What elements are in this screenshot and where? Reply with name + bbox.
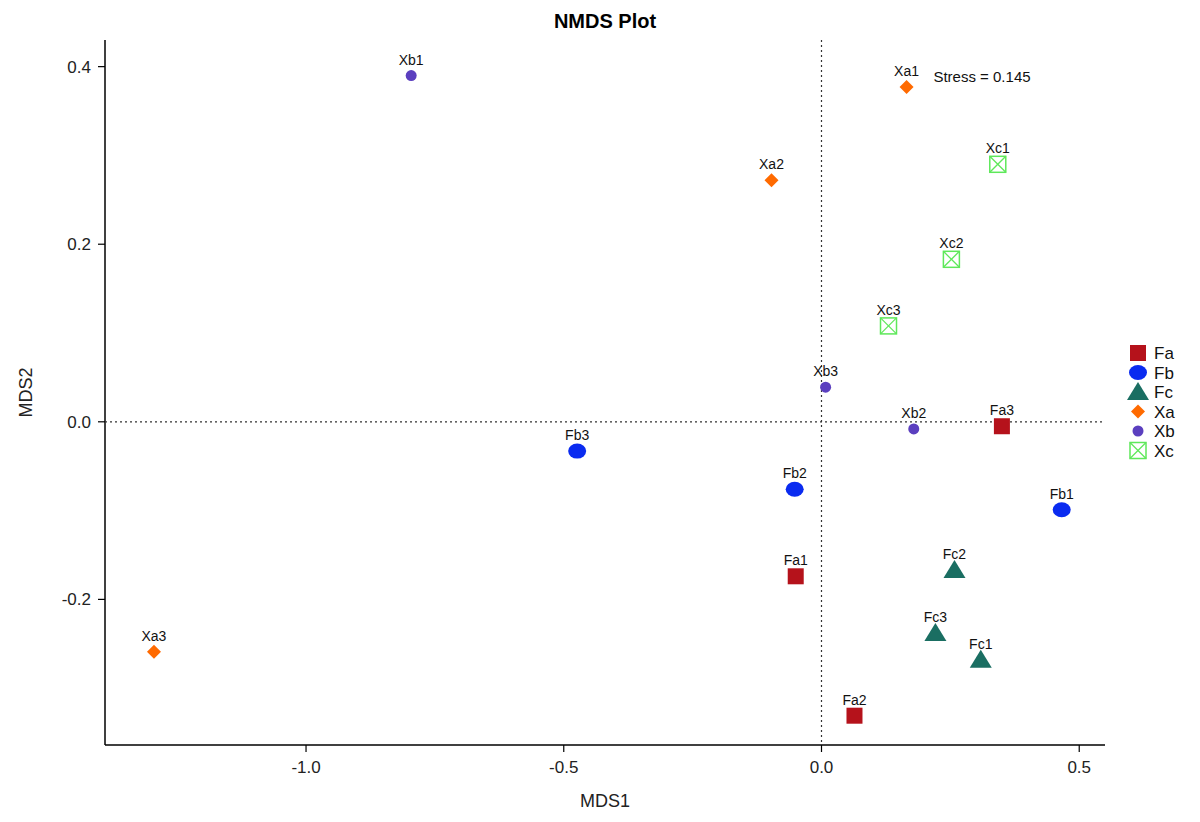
point [846, 708, 862, 724]
point-label: Xb2 [901, 405, 926, 421]
marker-cross [1130, 443, 1146, 459]
legend-marker [1133, 426, 1144, 437]
y-axis-label: MDS2 [16, 367, 36, 417]
legend-marker [1130, 443, 1146, 459]
legend-marker [1130, 345, 1146, 361]
point-label: Fa1 [784, 552, 808, 568]
point-label: Fa2 [842, 692, 866, 708]
reference-lines [105, 40, 1105, 745]
points [147, 70, 1071, 724]
x-tick-label: -0.5 [549, 758, 578, 777]
legend-label: Fa [1154, 344, 1174, 363]
point-label: Xb1 [399, 52, 424, 68]
point [900, 80, 914, 94]
y-tick [98, 66, 105, 67]
point [406, 70, 417, 81]
marker-box [1130, 443, 1146, 459]
point-label: Xb3 [813, 363, 838, 379]
y-tick-label: 0.4 [67, 58, 91, 77]
marker-box [990, 156, 1006, 172]
legend-label: Fc [1154, 383, 1173, 402]
chart-root: NMDS Plot -1.0 -0.5 0.0 0.5 -0.2 0.0 0.2 0.4 MDS1… [0, 0, 1200, 822]
x-tick [305, 745, 306, 752]
marker-cross [881, 318, 897, 334]
x-tick [1079, 745, 1080, 752]
point-labels: Fa1 Fa2 Fa3 Fb1 Fb2 Fb3 Fc1 Fc2 Fc3 Xa1 Xa2 Xa3 Xb1 X… [142, 52, 1074, 708]
x-tick-label: 0.0 [810, 758, 834, 777]
legend-label: Xa [1154, 403, 1175, 422]
legend-label: Fb [1154, 364, 1174, 383]
marker-cross [1130, 443, 1146, 459]
y-tick-label: 0.2 [67, 235, 91, 254]
x-tick-label: 0.5 [1067, 758, 1091, 777]
point-label: Xc3 [876, 302, 900, 318]
zero-line-x [821, 40, 822, 745]
legend-label: Xc [1154, 442, 1174, 461]
point [908, 423, 919, 434]
legend-marker [1129, 365, 1147, 380]
x-tick [563, 745, 564, 752]
point [994, 418, 1010, 434]
y-tick [98, 421, 105, 422]
stress-annotation: Stress = 0.145 [933, 68, 1030, 85]
x-axis [105, 744, 1105, 746]
point-label: Xa1 [894, 63, 919, 79]
marker-cross [943, 251, 959, 267]
point-label: Fb1 [1050, 486, 1074, 502]
point-label: Fc1 [969, 636, 993, 652]
x-tick [821, 745, 822, 752]
point [788, 568, 804, 584]
point-label: Fc3 [924, 609, 948, 625]
point-label: Xc1 [986, 140, 1010, 156]
chart: NMDS Plot -1.0 -0.5 0.0 0.5 -0.2 0.0 0.2 0.4 MDS1… [0, 0, 1200, 822]
zero-line-y [105, 421, 1105, 422]
marker-box [881, 318, 897, 334]
legend-marker [1127, 382, 1149, 400]
point-label: Fb3 [565, 427, 589, 443]
point-label: Fa3 [990, 402, 1014, 418]
marker-box [943, 251, 959, 267]
y-tick [98, 244, 105, 245]
marker-cross [881, 318, 897, 334]
x-axis-label: MDS1 [580, 791, 630, 811]
y-tick-label: -0.2 [62, 590, 91, 609]
legend-label: Xb [1154, 422, 1175, 441]
point [764, 173, 778, 187]
point [786, 482, 804, 497]
point-label: Xc2 [939, 235, 963, 251]
point-label: Xa3 [142, 628, 167, 644]
legend: FaFbFcXaXbXc [1127, 344, 1175, 461]
title: NMDS Plot [554, 10, 657, 32]
point [990, 156, 1006, 172]
legend-marker [1131, 405, 1145, 419]
point [943, 560, 965, 578]
point-label: Fc2 [943, 546, 967, 562]
point [970, 650, 992, 668]
point-label: Xa2 [759, 156, 784, 172]
point [568, 444, 586, 459]
point-label: Fb2 [783, 465, 807, 481]
point [924, 623, 946, 641]
point [881, 318, 897, 334]
marker-cross [943, 251, 959, 267]
y-tick [98, 599, 105, 600]
point [820, 382, 831, 393]
y-axis [104, 40, 106, 745]
marker-cross [990, 156, 1006, 172]
point [1053, 502, 1071, 517]
marker-cross [990, 156, 1006, 172]
y-tick-label: 0.0 [67, 413, 91, 432]
point [147, 645, 161, 659]
point [943, 251, 959, 267]
x-tick-label: -1.0 [291, 758, 320, 777]
